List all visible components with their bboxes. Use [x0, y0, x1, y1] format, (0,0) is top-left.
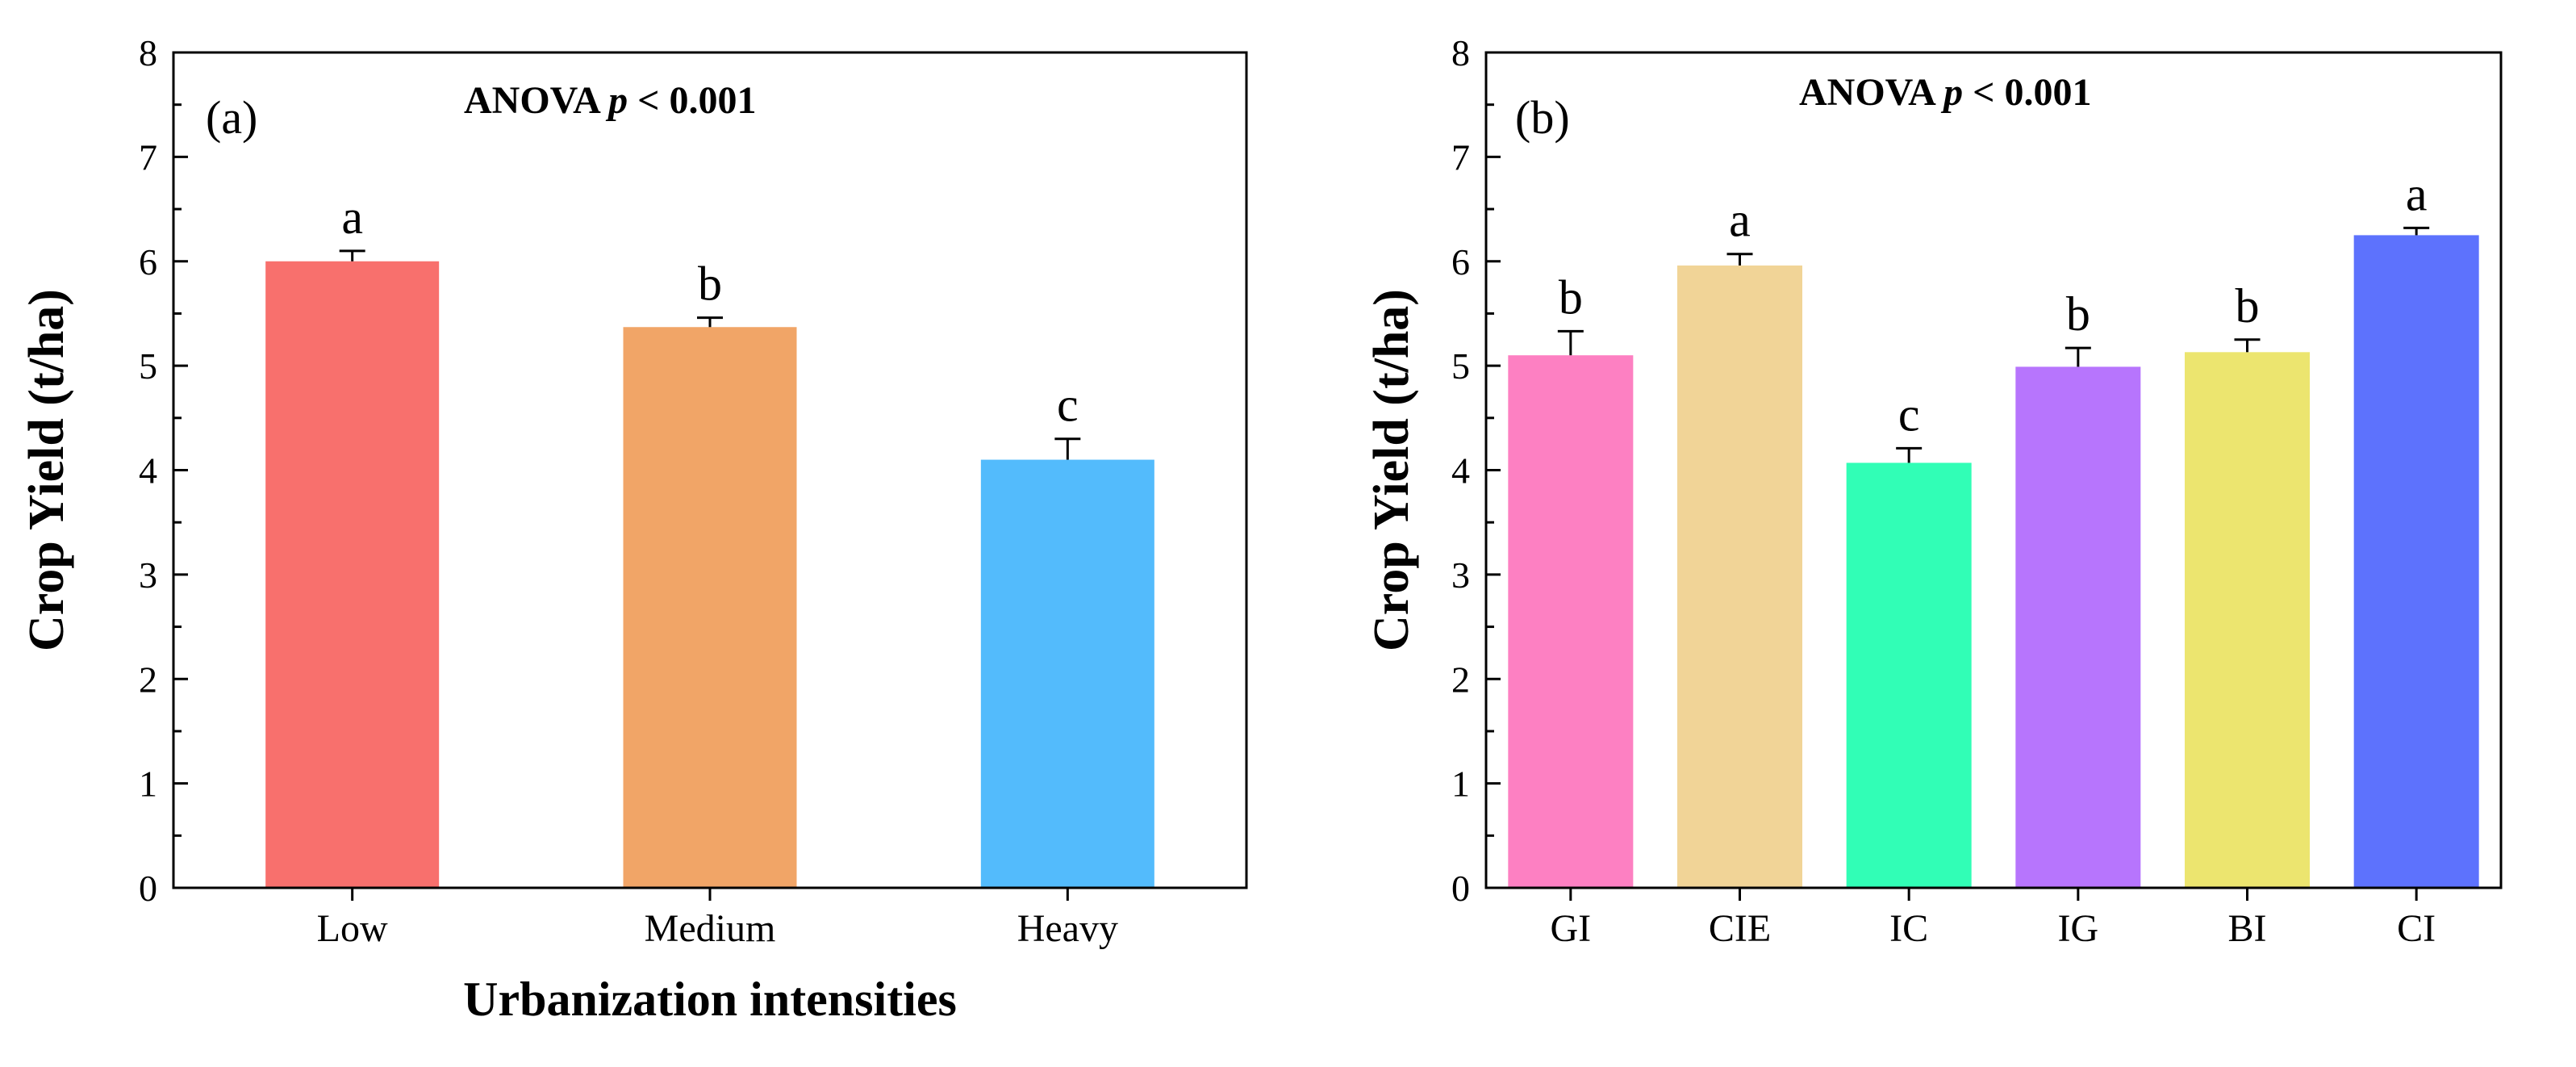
panel-a: a Low b Medium c Heavy 0 1 2 3 4 5 6 7 8 (a) ANOVA p < 0… [19, 32, 1248, 1026]
bar-low [265, 261, 440, 888]
y-tick-label: 7 [1451, 136, 1470, 178]
error-bar-low [339, 249, 365, 262]
x-tick-label: BI [2228, 907, 2267, 950]
y-tick-label: 6 [1451, 241, 1470, 282]
y-tick-label: 1 [1451, 764, 1470, 805]
y-tick-label: 3 [139, 554, 157, 596]
error-bar-ig [2065, 346, 2091, 367]
x-tick-label: GI [1551, 907, 1592, 950]
plot-frame [1484, 51, 2503, 889]
y-axis-label: Crop Yield (t/ha) [19, 289, 74, 651]
significance-letter: b [2066, 287, 2090, 341]
x-axis-label: Urbanization intensities [463, 973, 957, 1026]
bar-ic [1846, 462, 1972, 888]
significance-letter: c [1898, 387, 1920, 441]
y-tick-label: 8 [139, 32, 157, 73]
y-tick-label: 0 [139, 868, 157, 909]
x-tick-label: Low [317, 907, 388, 950]
bar-bi [2185, 352, 2310, 888]
y-tick-label: 4 [1451, 450, 1470, 492]
bar-heavy [980, 459, 1154, 888]
anova-annotation: ANOVA p < 0.001 [1799, 71, 2092, 114]
error-bar-gi [1557, 329, 1584, 356]
error-bar-ci [2403, 226, 2430, 236]
bar-gi [1508, 355, 1634, 888]
bar-cie [1677, 265, 1802, 888]
significance-letter: a [341, 190, 363, 244]
x-tick-label: CIE [1709, 907, 1771, 950]
error-bar-ic [1896, 446, 1923, 463]
significance-letter: b [698, 257, 722, 311]
bar-ci [2353, 235, 2479, 888]
y-tick-label: 3 [1451, 554, 1470, 596]
panel-label: (a) [206, 91, 257, 144]
x-tick-label: IC [1889, 907, 1928, 950]
x-tick-label: CI [2397, 907, 2436, 950]
x-tick-label: Medium [645, 907, 776, 950]
y-tick-label: 0 [1451, 868, 1470, 909]
y-tick-label: 2 [1451, 659, 1470, 700]
y-tick-label: 5 [139, 345, 157, 387]
y-axis-label: Crop Yield (t/ha) [1364, 289, 1419, 651]
y-tick-label: 5 [1451, 345, 1470, 387]
significance-letter: b [2236, 279, 2260, 333]
significance-letter: a [2406, 167, 2428, 220]
plot-frame [172, 51, 1248, 889]
bar-medium [623, 327, 797, 889]
error-bar-medium [697, 316, 723, 328]
significance-letter: a [1729, 194, 1751, 247]
y-tick-label: 2 [139, 659, 157, 700]
significance-letter: c [1057, 379, 1079, 432]
y-tick-label: 6 [139, 241, 157, 282]
y-tick-label: 4 [139, 450, 157, 492]
x-tick-label: IG [2058, 907, 2099, 950]
significance-letter: b [1559, 270, 1583, 324]
error-bar-cie [1726, 253, 1753, 266]
x-tick-label: Heavy [1017, 907, 1118, 950]
y-tick-label: 7 [139, 136, 157, 178]
panel-b: b GI a CIE c IC b IG b BI a CI 0 1 2 3 4 5 6 7 8 (b) ANOVA p <… [1364, 32, 2503, 950]
error-bar-heavy [1054, 437, 1081, 460]
anova-annotation: ANOVA p < 0.001 [464, 79, 757, 122]
bar-ig [2015, 366, 2141, 888]
panel-label: (b) [1515, 91, 1570, 144]
y-tick-label: 8 [1451, 32, 1470, 73]
y-tick-label: 1 [139, 764, 157, 805]
error-bar-bi [2234, 338, 2261, 353]
